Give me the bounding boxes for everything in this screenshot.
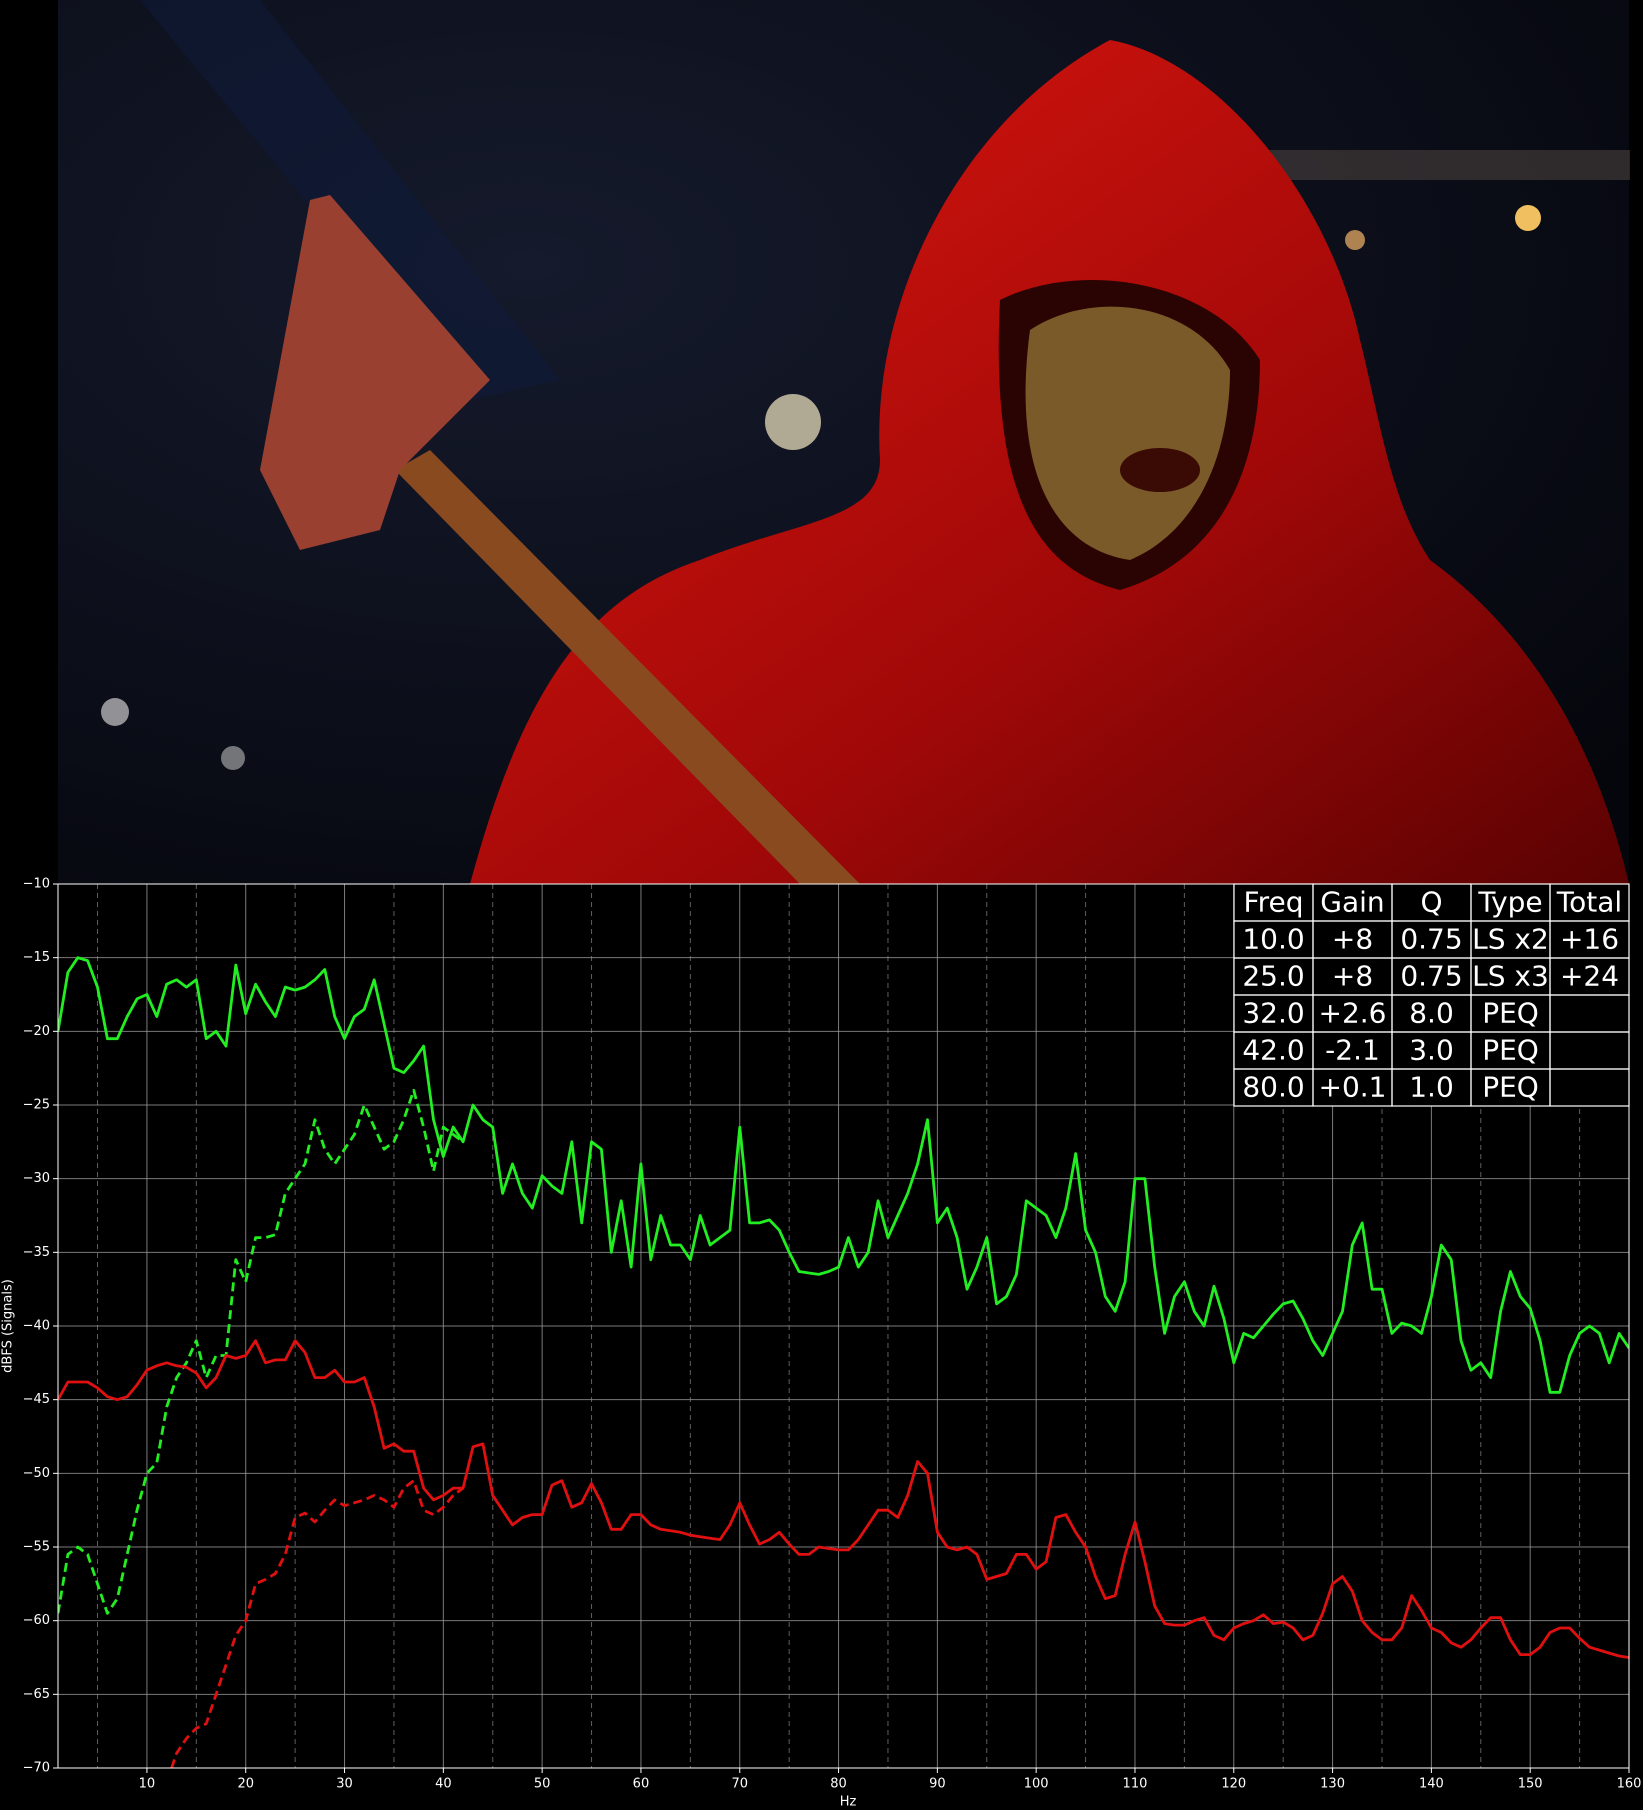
table-cell-text: PEQ	[1482, 1034, 1539, 1067]
table-cell-text: Total	[1556, 886, 1622, 919]
y-tick-label: −10	[23, 877, 50, 892]
x-tick-label: 140	[1419, 1777, 1444, 1792]
x-tick-label: 150	[1518, 1777, 1543, 1792]
table-cell-text: PEQ	[1482, 1071, 1539, 1104]
table-cell-text: 0.75	[1400, 960, 1462, 993]
y-tick-label: −20	[23, 1024, 50, 1039]
x-tick-label: 90	[929, 1777, 946, 1792]
y-tick-label: −60	[23, 1613, 50, 1628]
table-cell-text: Q	[1420, 886, 1442, 919]
x-tick-label: 30	[336, 1777, 353, 1792]
x-axis-label: Hz	[840, 1795, 857, 1810]
x-tick-label: 160	[1617, 1777, 1642, 1792]
table-cell-text: +16	[1560, 923, 1619, 956]
table-cell-text: 42.0	[1242, 1034, 1304, 1067]
x-tick-label: 40	[435, 1777, 452, 1792]
table-cell-text: Type	[1477, 886, 1542, 919]
plot-frame	[57, 883, 1630, 1769]
x-tick-label: 50	[534, 1777, 551, 1792]
x-tick-label: 110	[1123, 1777, 1148, 1792]
y-tick-label: −15	[23, 950, 50, 965]
table-cell-text: Freq	[1244, 886, 1304, 919]
x-tick-label: 20	[237, 1777, 254, 1792]
y-tick-label: −25	[23, 1098, 50, 1113]
x-tick-label: 60	[633, 1777, 650, 1792]
y-tick-label: −55	[23, 1540, 50, 1555]
series-line	[58, 1088, 464, 1615]
series-line	[58, 1339, 1629, 1659]
x-tick-label: 120	[1221, 1777, 1246, 1792]
y-tick-label: −35	[23, 1245, 50, 1260]
table-cell-text: -2.1	[1325, 1034, 1380, 1067]
table-cell-text: 10.0	[1242, 923, 1304, 956]
series-line	[170, 1479, 464, 1768]
table-cell-text: +8	[1332, 960, 1373, 993]
y-tick-label: −70	[23, 1761, 50, 1776]
series-line	[58, 956, 1629, 1394]
x-tick-label: 130	[1320, 1777, 1345, 1792]
table-cell-text: +24	[1560, 960, 1619, 993]
y-axis-label: dBFS (Signals)	[1, 1279, 16, 1373]
table-cell-text: +0.1	[1319, 1071, 1387, 1104]
table-cell-text: 3.0	[1409, 1034, 1454, 1067]
y-tick-label: −30	[23, 1171, 50, 1186]
table-cell-text: LS x3	[1472, 960, 1549, 993]
table-cell-text: 1.0	[1409, 1071, 1454, 1104]
table-cell-text: 0.75	[1400, 923, 1462, 956]
y-tick-label: −50	[23, 1466, 50, 1481]
table-cell-text: PEQ	[1482, 997, 1539, 1030]
table-cell-text: Gain	[1320, 886, 1384, 919]
table-cell-text: 25.0	[1242, 960, 1304, 993]
y-tick-label: −45	[23, 1392, 50, 1407]
y-tick-label: −40	[23, 1319, 50, 1334]
photo	[0, 0, 1630, 884]
table-cell-text: 32.0	[1242, 997, 1304, 1030]
x-tick-label: 80	[830, 1777, 847, 1792]
table-cell-text: +2.6	[1319, 997, 1387, 1030]
table-cell-text: 8.0	[1409, 997, 1454, 1030]
table-cell-text: 80.0	[1242, 1071, 1304, 1104]
x-tick-label: 100	[1024, 1777, 1049, 1792]
table-cell-text: +8	[1332, 923, 1373, 956]
y-tick-label: −65	[23, 1687, 50, 1702]
x-tick-label: 10	[139, 1777, 156, 1792]
eq-table: Freq Gain Q Type Total 10.0 +8 0.75 LS x2 +16 25.0…	[1233, 883, 1630, 1107]
x-tick-label: 70	[731, 1777, 748, 1792]
table-cell-text: LS x2	[1472, 923, 1549, 956]
table-cell	[1549, 1068, 1630, 1107]
